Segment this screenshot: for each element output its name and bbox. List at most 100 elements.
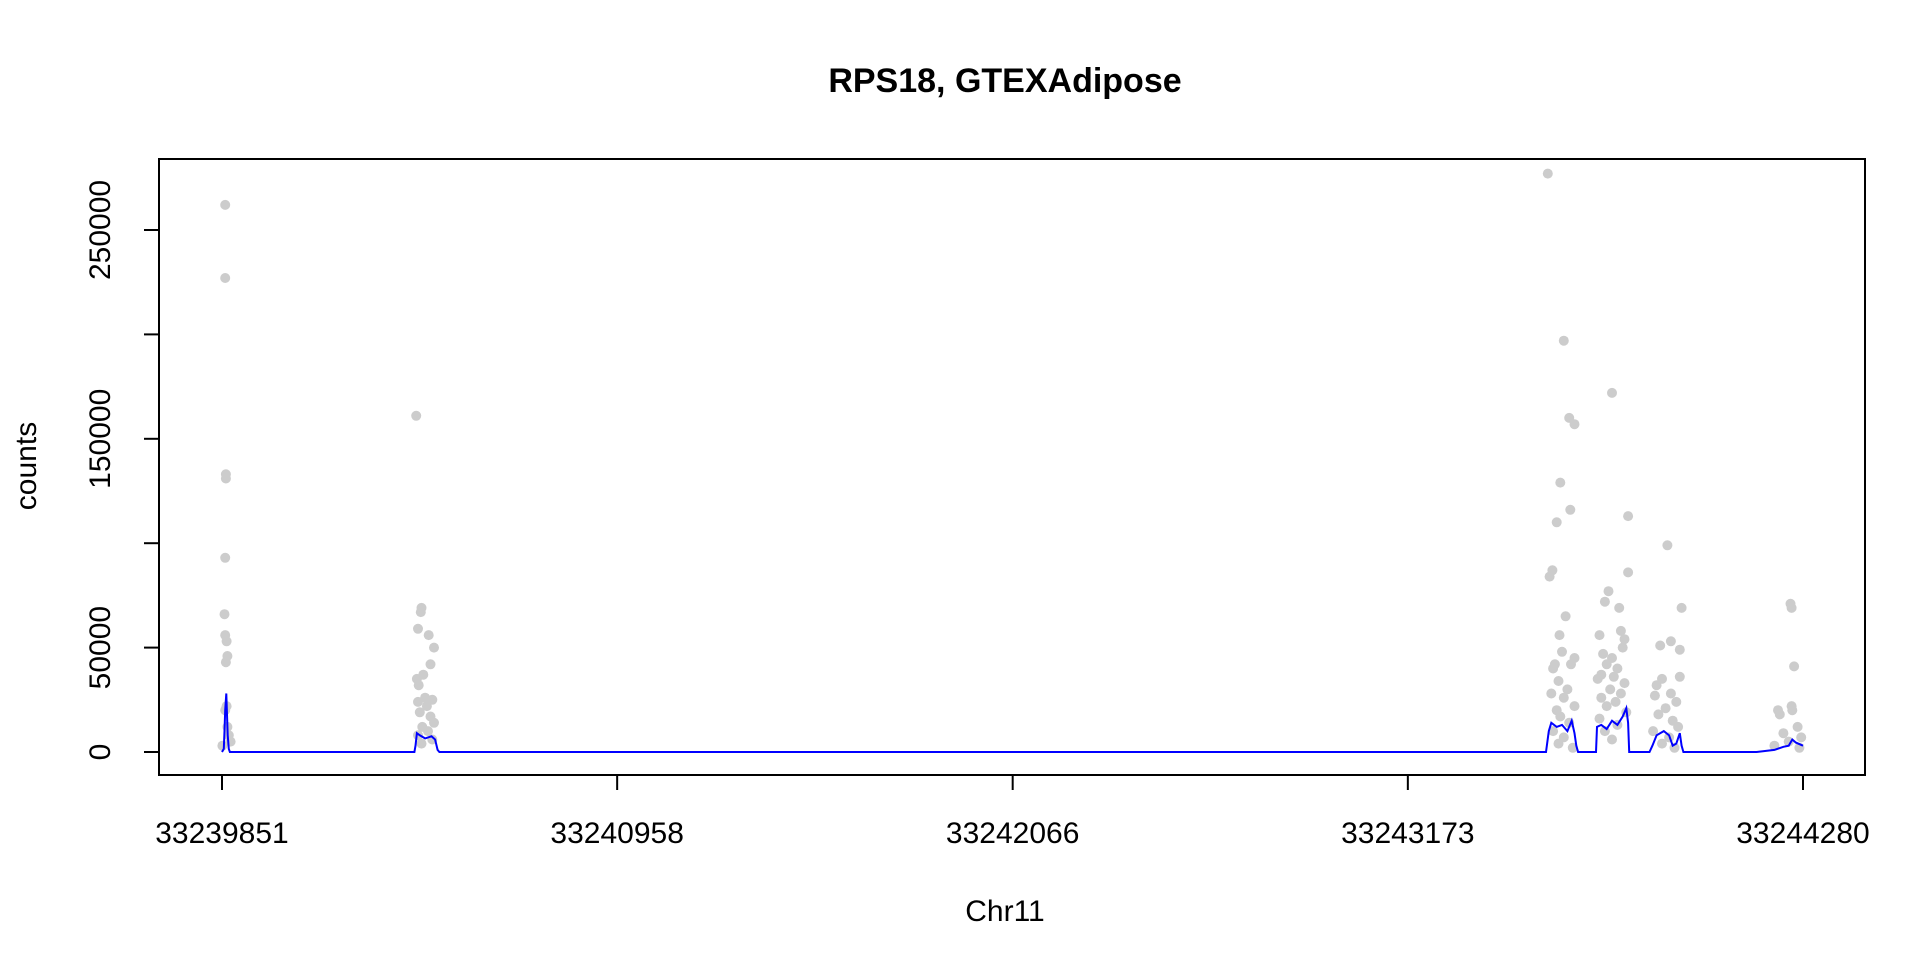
data-point — [220, 657, 231, 668]
data-point — [1558, 692, 1569, 703]
x-tick-label: 33243173 — [1341, 817, 1474, 850]
data-point — [1546, 688, 1557, 699]
plot-frame — [158, 158, 1866, 776]
data-point — [1610, 696, 1621, 707]
data-point — [1789, 661, 1800, 672]
data-point — [1548, 726, 1559, 737]
data-point — [1614, 602, 1625, 613]
data-point — [219, 609, 230, 620]
data-point — [411, 410, 422, 421]
data-point — [1651, 680, 1662, 691]
x-tick-label: 33244280 — [1736, 817, 1869, 850]
data-point — [1542, 168, 1553, 179]
x-tick-label: 33240958 — [550, 817, 683, 850]
data-point — [1553, 738, 1564, 749]
data-point — [429, 717, 439, 728]
data-point — [1662, 540, 1673, 551]
data-point — [1778, 728, 1789, 739]
x-axis-label: Chr11 — [965, 895, 1044, 928]
data-point — [1623, 511, 1634, 522]
data-point — [1554, 630, 1565, 641]
data-point — [1676, 602, 1687, 613]
data-point — [1548, 663, 1559, 674]
data-point — [423, 630, 434, 641]
data-point — [1674, 671, 1685, 682]
y-tick-label: 50000 — [84, 606, 117, 689]
data-point — [1783, 736, 1794, 747]
data-point — [1560, 611, 1571, 622]
y-axis-label: counts — [10, 422, 43, 510]
axes: 33239851 33240958 33242066 33243173 33244280… — [84, 180, 1870, 850]
data-point — [1592, 673, 1603, 684]
chart-title: RPS18, GTEXAdipose — [828, 62, 1181, 100]
data-point — [220, 199, 231, 210]
data-point — [221, 636, 232, 647]
data-point — [1674, 644, 1685, 655]
data-point — [220, 273, 231, 283]
data-point — [1603, 586, 1614, 597]
data-point — [1617, 642, 1628, 653]
data-point — [1553, 676, 1564, 686]
data-point — [1608, 671, 1619, 682]
data-point — [1562, 684, 1573, 695]
data-point — [1649, 690, 1660, 701]
data-point — [1551, 517, 1562, 528]
data-point — [429, 642, 439, 653]
data-point — [1623, 567, 1634, 578]
data-point — [1655, 640, 1666, 651]
y-tick-label: 250000 — [84, 180, 117, 280]
data-point — [415, 607, 426, 618]
data-point — [1665, 688, 1676, 699]
data-point — [1598, 648, 1609, 659]
data-point — [1786, 602, 1797, 613]
data-point — [1615, 688, 1626, 699]
data-point — [1565, 504, 1576, 515]
data-point — [1648, 726, 1659, 737]
data-point — [1558, 335, 1569, 346]
data-point — [413, 696, 423, 707]
data-point — [1569, 419, 1580, 430]
data-point — [1607, 734, 1617, 745]
data-point — [1594, 630, 1605, 641]
data-point — [1607, 387, 1617, 398]
data-point — [414, 707, 425, 718]
data-point — [1619, 678, 1630, 689]
data-point — [1601, 659, 1612, 670]
data-point — [413, 623, 423, 634]
x-tick-label: 33239851 — [155, 817, 288, 850]
data-point — [220, 552, 231, 563]
data-point — [1594, 713, 1605, 724]
trend-line-group — [221, 693, 1804, 753]
data-point — [1612, 663, 1623, 674]
data-point — [1555, 711, 1566, 722]
data-point — [1792, 721, 1803, 732]
x-tick-label: 33242066 — [946, 817, 1079, 850]
data-point — [220, 473, 231, 484]
data-point — [413, 680, 424, 691]
data-point — [1596, 692, 1607, 703]
data-point — [1657, 738, 1667, 749]
coverage-line — [221, 693, 1804, 753]
data-point — [1599, 596, 1610, 607]
data-point — [1774, 709, 1785, 720]
data-point — [423, 726, 433, 737]
data-point — [425, 659, 436, 670]
data-point — [1796, 732, 1807, 743]
data-point — [1653, 709, 1664, 720]
data-point — [1619, 634, 1630, 645]
data-point — [1555, 477, 1566, 488]
data-point — [416, 738, 427, 749]
data-point — [1566, 659, 1576, 670]
data-points — [217, 168, 1807, 753]
data-point — [1544, 571, 1555, 582]
data-point — [1557, 646, 1567, 657]
data-point — [421, 701, 432, 712]
data-point — [1601, 701, 1612, 712]
data-point — [1569, 701, 1580, 712]
data-point — [1671, 696, 1682, 707]
data-point — [1605, 684, 1616, 695]
y-tick-label: 150000 — [84, 389, 117, 489]
data-point — [1615, 625, 1626, 636]
